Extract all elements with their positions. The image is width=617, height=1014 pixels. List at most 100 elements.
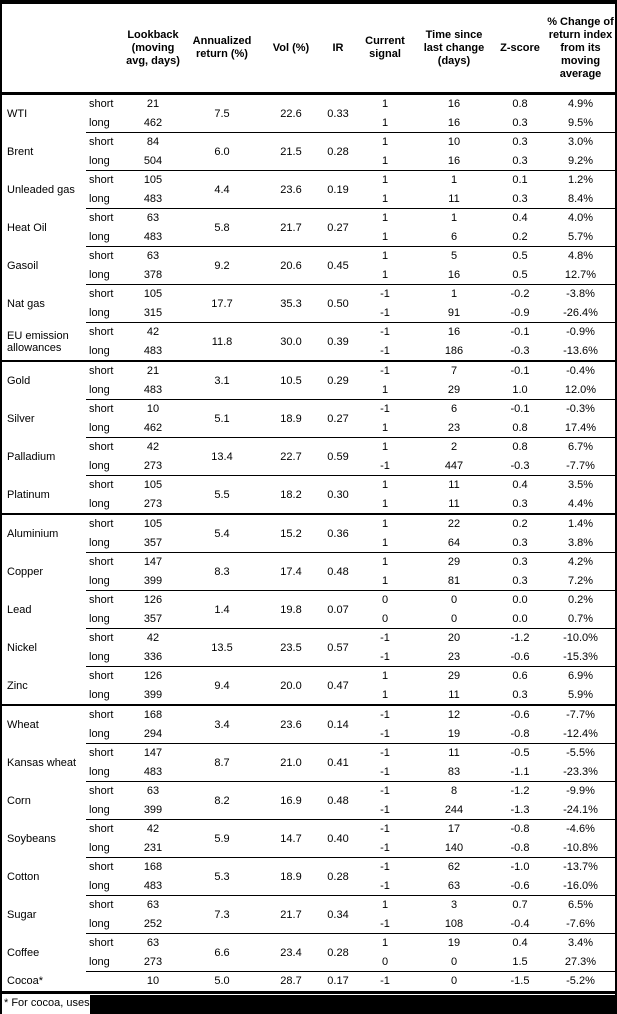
pct-change-value: -5.2% <box>566 975 595 987</box>
section-divider <box>2 704 615 706</box>
current-signal-value: 1 <box>381 937 389 949</box>
row-values: short long 63 378 9.2 20.6 0.45 1 1 5 16 0.5 0.5 4.8%… <box>86 247 615 285</box>
column-header-lookback: Lookback (moving avg, days) <box>126 28 180 67</box>
lookback-value: 273 <box>143 459 163 472</box>
horizon-value: short <box>89 98 114 110</box>
annualized-return-value: 9.4 <box>214 679 230 692</box>
column-header-current-signal: Current signal <box>365 35 405 60</box>
z-score-value: 1.5 <box>512 955 528 968</box>
z-score-value: -0.8 <box>510 727 530 740</box>
vol-value: 16.9 <box>280 794 302 807</box>
z-score-column: -0.1 1.0 <box>494 362 546 399</box>
current-signal-column: -1 -1 <box>356 744 414 781</box>
z-score-value: -0.8 <box>510 841 530 854</box>
lookback-value: 42 <box>146 823 160 835</box>
z-score-value: 0.2 <box>512 230 528 243</box>
pct-change-column: 6.9% 5.9% <box>546 667 615 704</box>
section-energy: WTI short long 21 462 7.5 22.6 0.33 1 1 16 16 0.8 0.3… <box>2 95 615 360</box>
commodity-name: Cocoa* <box>7 975 44 988</box>
current-signal-value: 1 <box>381 556 389 568</box>
pct-change-value: -4.6% <box>566 823 595 835</box>
annualized-return-value: 5.4 <box>214 527 230 540</box>
current-signal-value: 0 <box>381 612 389 625</box>
lookback-value: 168 <box>143 709 163 721</box>
days-since-change-column: 2 447 <box>414 438 494 475</box>
ir-value: 0.45 <box>327 259 349 272</box>
z-score-value: 0.4 <box>512 479 528 491</box>
row-values: short long 126 357 1.4 19.8 0.07 0 0 0 0 0.0 0.0 0.2%… <box>86 591 615 629</box>
pct-change-column: -7.7% -12.4% <box>546 706 615 743</box>
z-score-value: 0.6 <box>512 670 528 682</box>
commodity-name: Gasoil <box>7 260 39 272</box>
horizon-value: short <box>89 136 114 148</box>
days-since-change-value: 16 <box>447 98 461 110</box>
horizon-column: short long <box>86 133 124 170</box>
pct-change-value: -23.3% <box>563 765 598 778</box>
pct-change-value: -0.9% <box>566 326 595 338</box>
commodity-name: Aluminium <box>7 528 59 540</box>
pct-change-column: -0.4% 12.0% <box>546 362 615 399</box>
table-header-row: Lookback (moving avg, days) Annualized r… <box>2 4 615 92</box>
z-score-value: -0.3 <box>510 459 530 472</box>
lookback-value: 462 <box>143 116 163 129</box>
lookback-column: 10 <box>124 972 182 991</box>
horizon-value: short <box>89 518 114 530</box>
z-score-value: 0.7 <box>512 899 528 911</box>
horizon-column: short long <box>86 323 124 360</box>
current-signal-value: 1 <box>381 136 389 148</box>
current-signal-value: -1 <box>380 861 390 873</box>
current-signal-value: 1 <box>381 98 389 110</box>
vol-value: 18.9 <box>280 870 302 883</box>
annualized-return-value: 8.2 <box>214 794 230 807</box>
lookback-value: 357 <box>143 612 163 625</box>
horizon-column: short long <box>86 515 124 552</box>
column-header-ir: IR <box>332 41 344 54</box>
row-values: 10 5.0 28.7 0.17 -1 0 -1.5 -5.2% <box>86 972 615 991</box>
days-since-change-column: 11 11 <box>414 476 494 513</box>
commodity-name: Lead <box>7 604 32 616</box>
vol-value: 14.7 <box>280 832 302 845</box>
days-since-change-column: 29 81 <box>414 553 494 590</box>
horizon-value: long <box>89 536 110 549</box>
current-signal-value: 1 <box>381 268 389 281</box>
current-signal-column: -1 -1 <box>356 285 414 322</box>
current-signal-column: -1 -1 <box>356 858 414 895</box>
lookback-value: 483 <box>143 879 163 892</box>
ir-value: 0.34 <box>327 908 349 921</box>
z-score-column: 0.4 1.5 <box>494 934 546 971</box>
z-score-value: 0.0 <box>512 594 528 606</box>
lookback-value: 63 <box>146 937 160 949</box>
pct-change-column: 4.8% 12.7% <box>546 247 615 284</box>
row-values: short long 105 483 4.4 23.6 0.19 1 1 1 11 0.1 0.3 1.2… <box>86 171 615 209</box>
table-row-unleaded-gas: Unleaded gas short long 105 483 4.4 23.6 0.19 1 1… <box>2 171 615 209</box>
days-since-change-value: 0 <box>450 594 458 606</box>
horizon-column: short long <box>86 934 124 971</box>
table-row-eu-emission-allowances: EU emission allowances short long 42 483 11.8… <box>2 323 615 360</box>
commodity-name: Cotton <box>7 871 40 883</box>
days-since-change-value: 0 <box>450 955 458 968</box>
lookback-column: 126 357 <box>124 591 182 628</box>
lookback-value: 483 <box>143 765 163 778</box>
z-score-column: 0.4 0.3 <box>494 476 546 513</box>
lookback-value: 399 <box>143 803 163 816</box>
days-since-change-column: 11 83 <box>414 744 494 781</box>
row-values: short long 21 462 7.5 22.6 0.33 1 1 16 16 0.8 0.3 4.9… <box>86 95 615 133</box>
z-score-value: -1.2 <box>510 632 530 644</box>
horizon-value: long <box>89 879 110 892</box>
annualized-return-value: 7.3 <box>214 908 230 921</box>
z-score-value: -1.3 <box>510 803 530 816</box>
lookback-value: 21 <box>146 98 160 110</box>
days-since-change-value: 108 <box>444 917 464 930</box>
z-score-value: -0.1 <box>510 403 530 415</box>
row-values: short long 84 504 6.0 21.5 0.28 1 1 10 16 0.3 0.3 3.0… <box>86 133 615 171</box>
commodity-name: Copper <box>7 566 44 578</box>
horizon-value: short <box>89 594 114 606</box>
z-score-value: 0.2 <box>512 518 528 530</box>
pct-change-value: 3.4% <box>567 937 594 949</box>
table-row-zinc: Zinc short long 126 399 9.4 20.0 0.47 1 1 29 11 0.6 0… <box>2 667 615 704</box>
vol-value: 10.5 <box>280 374 302 387</box>
lookback-column: 10 462 <box>124 400 182 437</box>
